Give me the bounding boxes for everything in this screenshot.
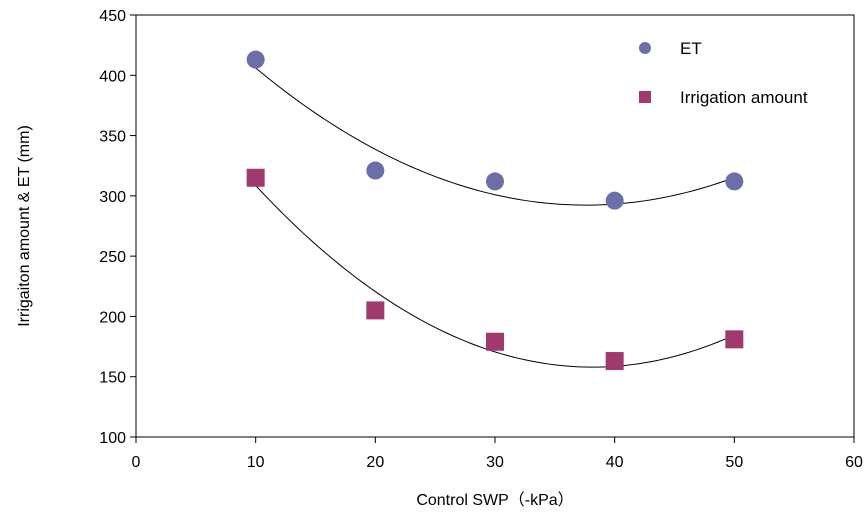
- x-tick-label: 50: [725, 454, 743, 471]
- legend-marker-irrigation: [639, 91, 651, 103]
- y-tick-label: 150: [99, 370, 126, 387]
- irrigation-point: [486, 332, 504, 351]
- trendlines: [255, 67, 735, 368]
- y-tick-label: 300: [99, 189, 126, 206]
- y-axis-ticks: 100 150 200 250 300 350 400 450: [99, 8, 136, 447]
- y-tick-label: 200: [99, 309, 126, 326]
- trendline-irrigation: [255, 185, 735, 368]
- x-tick-label: 60: [845, 454, 863, 471]
- y-tick-label: 250: [99, 249, 126, 266]
- x-tick-label: 20: [366, 454, 384, 471]
- et-point: [246, 50, 265, 69]
- legend-label: Irrigation amount: [680, 88, 808, 107]
- x-tick-label: 10: [247, 454, 265, 471]
- legend: ET Irrigation amount: [639, 39, 808, 107]
- legend-label: ET: [680, 39, 702, 58]
- et-point: [725, 172, 744, 191]
- et-point: [486, 172, 504, 191]
- x-tick-label: 40: [606, 454, 624, 471]
- x-axis-title: Control SWP（-kPa）: [416, 491, 573, 509]
- irrigation-point: [725, 330, 744, 349]
- data-markers: [246, 50, 744, 371]
- plot-area: [135, 14, 855, 438]
- irrigation-point: [366, 301, 385, 320]
- x-tick-label: 0: [132, 454, 141, 471]
- et-point: [366, 161, 385, 180]
- y-tick-label: 400: [99, 68, 126, 85]
- x-tick-label: 30: [486, 454, 504, 471]
- y-tick-label: 350: [99, 129, 126, 146]
- x-axis-ticks: 0 10 20 30 40 50 60: [132, 437, 863, 471]
- legend-marker-et: [639, 42, 651, 54]
- y-axis-title: Irrigaiton amount & ET (mm): [16, 125, 33, 327]
- y-tick-label: 100: [99, 430, 126, 447]
- y-tick-label: 450: [99, 8, 126, 25]
- irrigation-point: [605, 352, 624, 371]
- et-point: [605, 191, 624, 210]
- irrigation-point: [246, 168, 265, 187]
- trendline-et: [255, 67, 735, 206]
